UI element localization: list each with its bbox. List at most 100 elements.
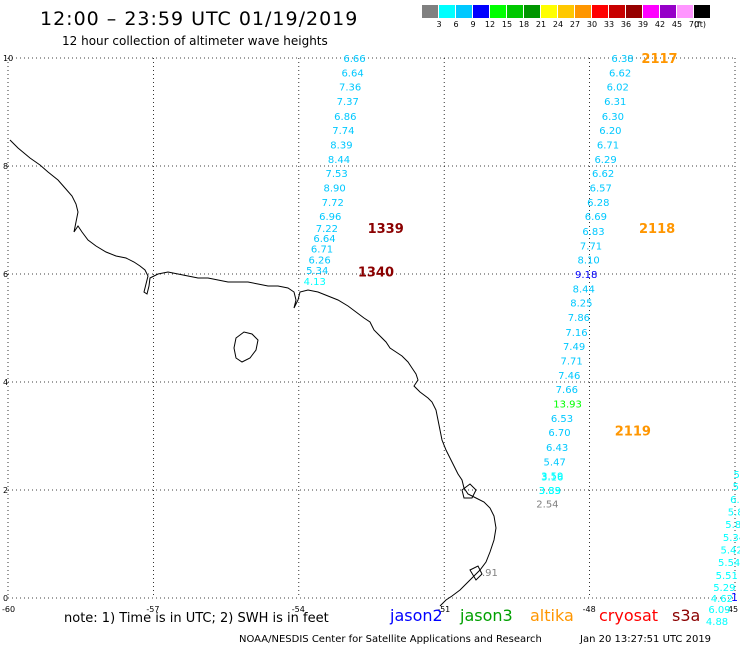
legend-swatch — [473, 5, 490, 18]
swh-value: 7.71 — [561, 356, 583, 367]
swh-value: 7.66 — [556, 385, 578, 396]
swh-value: 7.16 — [565, 328, 587, 339]
swh-value: 3.83 — [539, 486, 561, 497]
legend-swatch — [541, 5, 558, 18]
legend-swatch — [558, 5, 575, 18]
page-title: 12:00 – 23:59 UTC 01/19/2019 — [40, 8, 359, 30]
legend-swatch — [609, 5, 626, 18]
legend-label: (ft) — [693, 20, 707, 29]
footer-timestamp: Jan 20 13:27:51 UTC 2019 — [580, 634, 712, 645]
track-number: 2119 — [615, 425, 651, 440]
south-america-coastline — [9, 139, 497, 607]
swh-value: 7.22 — [316, 224, 338, 235]
swh-value: 5. — [734, 470, 740, 481]
legend-label: 42 — [654, 20, 666, 29]
x-tick-label: -57 — [146, 605, 159, 614]
swh-value: 6.28 — [587, 198, 609, 209]
swh-value: 6.20 — [599, 126, 621, 137]
swh-value: 8.10 — [577, 255, 599, 266]
satellite-name: cryosat — [599, 606, 659, 625]
swh-value: 13.93 — [553, 400, 582, 411]
swh-value: 7.71 — [580, 241, 602, 252]
legend-label: 36 — [620, 20, 632, 29]
legend-label: 27 — [569, 20, 581, 29]
swh-value: 7.53 — [325, 169, 347, 180]
footer-note: note: 1) Time is in UTC; 2) SWH is in fe… — [64, 611, 329, 626]
swh-value: 8.90 — [324, 184, 346, 195]
color-legend: 3 6 9 12 15 18 21 24 27 30 33 36 39 42 45 70 (ft) — [422, 5, 740, 30]
swh-value: 6.57 — [590, 184, 612, 195]
x-tick-label: -54 — [292, 605, 305, 614]
y-tick-label: 10 — [3, 54, 13, 63]
swh-value: 5.47 — [544, 457, 566, 468]
swh-value: 5.42 — [720, 545, 740, 556]
edge-value: 1 — [731, 591, 738, 604]
swh-value: 7.74 — [332, 126, 354, 137]
island-mouth — [461, 483, 477, 499]
swh-value: 5.34 — [306, 266, 328, 277]
legend-labels: 3 6 9 12 15 18 21 24 27 30 33 36 39 42 45 70 (ft) — [422, 18, 740, 30]
satellite-name: jason2 — [390, 606, 443, 625]
legend-label: 9 — [470, 20, 476, 29]
swh-value: 6.64 — [341, 69, 363, 80]
swh-value: 3.39 — [539, 486, 561, 497]
swh-value: 3.59 — [541, 471, 563, 482]
swh-value: 5.81 — [725, 520, 740, 531]
legend-label: 6 — [453, 20, 459, 29]
swh-value: 6.62 — [609, 69, 631, 80]
swh-value: 6.70 — [548, 428, 570, 439]
swh-value: 7.36 — [339, 83, 361, 94]
swh-value: 8.25 — [570, 299, 592, 310]
y-tick-label: 0 — [3, 594, 8, 603]
swh-value: 6.96 — [319, 212, 341, 223]
legend-swatch — [575, 5, 592, 18]
lat-lon-grid — [7, 57, 736, 599]
swh-value: 2.54 — [536, 500, 558, 511]
y-tick-label: 4 — [3, 378, 8, 387]
legend-swatch — [439, 5, 456, 18]
x-tick-label: -45 — [725, 605, 738, 614]
island-south — [469, 565, 483, 581]
satellite-name: s3a — [672, 606, 701, 625]
track-number: 2118 — [639, 222, 675, 237]
legend-swatch — [592, 5, 609, 18]
y-tick-label: 6 — [3, 270, 8, 279]
swh-value: 6.62 — [592, 169, 614, 180]
legend-swatch — [643, 5, 660, 18]
legend-swatch — [456, 5, 473, 18]
swh-value: 5.8 — [728, 508, 740, 519]
swh-value: 8.44 — [573, 285, 595, 296]
legend-label: 12 — [484, 20, 496, 29]
legend-label: 15 — [501, 20, 513, 29]
satellite-name: jason3 — [460, 606, 513, 625]
swh-observations: 6.66 6.64 7.36 7.37 6.86 7.74 8.39 8.44 7.53 8.90… — [304, 54, 740, 628]
swh-value: 8.39 — [330, 140, 352, 151]
swh-value: 9.18 — [575, 270, 597, 281]
track-number: 2117 — [641, 52, 677, 67]
legend-swatch — [507, 5, 524, 18]
axis-tick-labels: -60 -57 -54 -51 -48 -45 0 2 4 6 8 10 — [2, 54, 738, 614]
legend-label: 70 — [688, 20, 700, 29]
x-tick-label: -51 — [437, 605, 450, 614]
swh-value: 4.62 — [711, 594, 733, 605]
legend-swatch — [524, 5, 541, 18]
legend-label: 24 — [552, 20, 564, 29]
swh-value: 6.43 — [546, 443, 568, 454]
swh-value: 4.88 — [706, 617, 728, 628]
satellite-name: altika — [530, 606, 574, 625]
swh-value: 6.69 — [585, 212, 607, 223]
swh-value: 5.51 — [716, 571, 738, 582]
x-tick-label: -60 — [2, 605, 15, 614]
swh-value: 6.09 — [708, 605, 730, 616]
legend-label: 30 — [586, 20, 598, 29]
swh-value: 6.83 — [582, 227, 604, 238]
swh-value: 6.02 — [607, 83, 629, 94]
legend-label: 18 — [518, 20, 530, 29]
swh-value: 5.29 — [713, 583, 735, 594]
swh-value: 6.31 — [604, 97, 626, 108]
swh-value: 5.34 — [723, 533, 740, 544]
swh-value: 7.37 — [337, 97, 359, 108]
swh-value: 6.66 — [343, 54, 365, 65]
swh-value: 7.86 — [568, 313, 590, 324]
